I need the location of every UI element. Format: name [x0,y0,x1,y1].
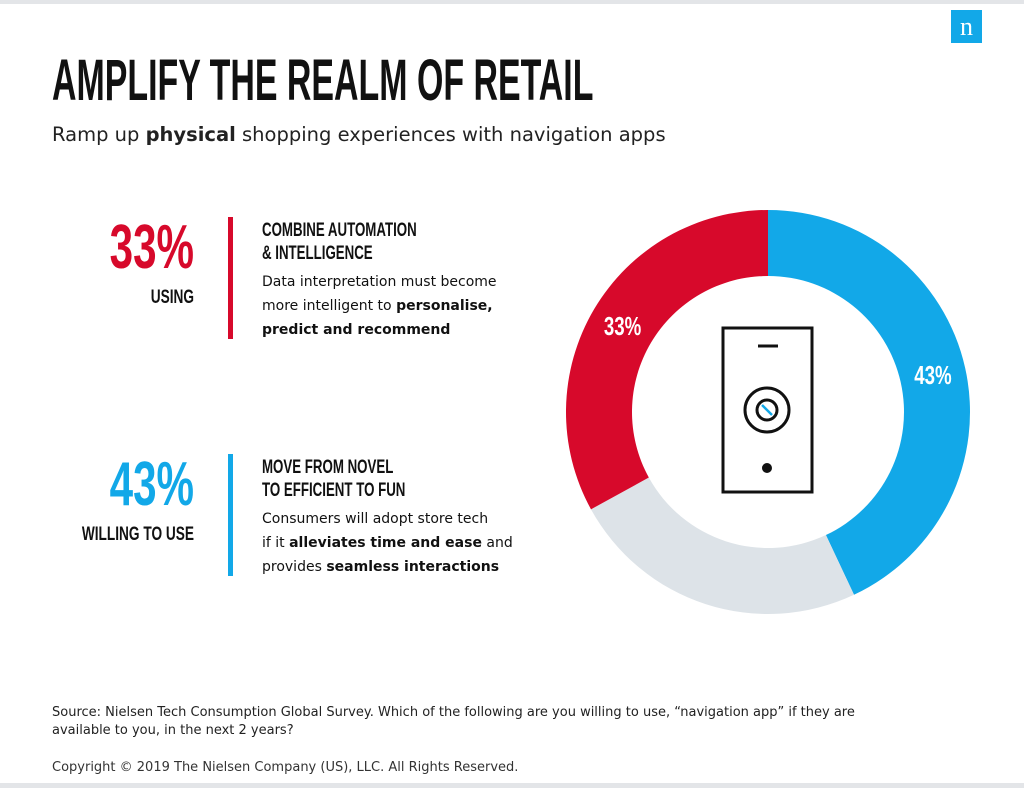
stat-bar [228,454,233,576]
segment-label: 33% [604,311,641,341]
stat-body-run: alleviates time and ease [289,535,482,551]
logo: n [960,12,973,41]
stat-value-group: 33% [110,213,194,282]
stat-label-group: WILLING TO USE [82,523,194,545]
bottom-border [0,783,1024,788]
stat-heading-group: TO EFFICIENT TO FUN [262,480,405,501]
donut-segment [590,477,855,615]
subtitle-run: shopping experiences with navigation app… [236,123,666,146]
stat-body: Data interpretation must become [262,274,497,290]
stat-body: Consumers will adopt store tech [262,511,488,527]
stat-heading-group: MOVE FROM NOVEL [262,457,393,478]
segment-label-group: 33% [604,311,641,341]
stat-bar [228,217,233,339]
stat-heading-group: COMBINE AUTOMATION [262,220,417,241]
segment-label: 43% [914,360,951,390]
phone-icon [721,326,814,494]
donut-segment [768,210,970,595]
source: Source: Nielsen Tech Consumption Global … [52,705,855,720]
stat-body: more intelligent to personalise, [262,298,493,314]
top-border [0,0,1024,4]
stat-heading-group: & INTELLIGENCE [262,243,373,264]
stat-label: WILLING TO USE [82,523,194,545]
title: AMPLIFY THE REALM OF RETAIL [52,49,593,114]
stat-value: 43% [110,450,194,519]
subtitle-run: physical [146,123,236,146]
copyright: Copyright © 2019 The Nielsen Company (US… [52,760,518,775]
stat-body-run: provides [262,559,326,575]
stat-heading: & INTELLIGENCE [262,243,373,264]
stat-body: if it alleviates time and ease and [262,535,513,551]
stat-body-run: and [482,535,513,551]
subtitle: Ramp up physical shopping experiences wi… [52,123,666,146]
stat-heading: MOVE FROM NOVEL [262,457,393,478]
stat-value: 33% [110,213,194,282]
stat-body-run: if it [262,535,289,551]
source: available to you, in the next 2 years? [52,723,294,738]
donut-segment [565,210,768,510]
title-group: AMPLIFY THE REALM OF RETAIL [52,49,593,114]
stat-label-group: USING [151,286,194,308]
stat-value-group: 43% [110,450,194,519]
stat-body-run: seamless interactions [326,559,499,575]
stat-heading: COMBINE AUTOMATION [262,220,417,241]
stat-body: provides seamless interactions [262,559,499,575]
logo-box [951,10,982,43]
stat-label: USING [151,286,194,308]
subtitle-run: Ramp up [52,123,146,146]
stat-heading: TO EFFICIENT TO FUN [262,480,405,501]
stat-body-run: predict and recommend [262,322,450,338]
stat-body-run: Data interpretation must become [262,274,497,290]
stat-body: predict and recommend [262,322,450,338]
stat-body-run: more intelligent to [262,298,396,314]
segment-label-group: 43% [914,360,951,390]
stat-body-run: Consumers will adopt store tech [262,511,488,527]
stat-body-run: personalise, [396,298,493,314]
